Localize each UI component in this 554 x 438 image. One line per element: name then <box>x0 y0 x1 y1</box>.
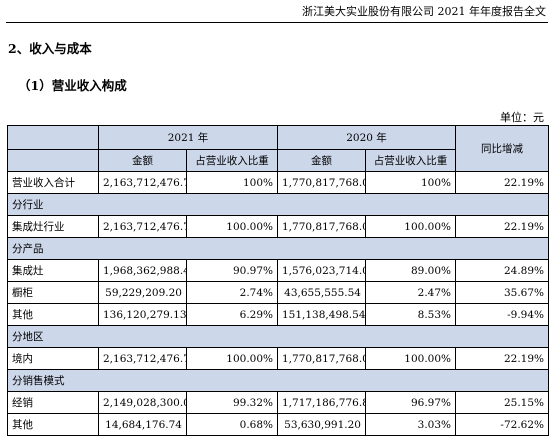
ratio-2020: 96.97% <box>365 391 456 414</box>
row-label: 集成灶 <box>7 259 99 282</box>
ratio-2020: 8.53% <box>365 303 456 326</box>
header-amount-2020: 金额 <box>277 149 366 172</box>
amount-2020: 43,655,555.54 <box>277 281 366 304</box>
table-row: 其他 14,684,176.74 0.68% 53,630,991.20 3.03% -7… <box>7 413 549 436</box>
ratio-2021: 6.29% <box>186 303 278 326</box>
row-label: 经销 <box>7 391 99 414</box>
amount-2020: 53,630,991.20 <box>277 413 366 436</box>
total-row: 营业收入合计 2,163,712,476.77 100% 1,770,817,7… <box>7 171 549 194</box>
yoy-change: 25.15% <box>455 391 549 414</box>
unit-label: 单位：元 <box>500 111 544 124</box>
yoy-change: -72.62% <box>455 413 549 436</box>
ratio-2021: 100.00% <box>186 347 278 370</box>
amount-2021: 14,684,176.74 <box>98 413 187 436</box>
row-label: 营业收入合计 <box>7 171 99 194</box>
table-row: 境内2,163,712,476.77100.00%1,770,817,768.0… <box>7 347 549 370</box>
category-label: 分行业 <box>7 193 549 216</box>
header-yoy: 同比增减 <box>455 125 549 172</box>
amount-2020: 1,717,186,776.89 <box>277 391 366 414</box>
table-body: 营业收入合计 2,163,712,476.77 100% 1,770,817,7… <box>7 171 549 436</box>
header-ratio-2020: 占营业收入比重 <box>365 149 456 172</box>
amount-2020: 151,138,498.54 <box>277 303 366 326</box>
amount-2021: 136,120,279.13 <box>98 303 187 326</box>
ratio-2021: 100.00% <box>186 215 278 238</box>
header-ratio-2021: 占营业收入比重 <box>186 149 278 172</box>
row-label: 其他 <box>7 413 99 436</box>
category-label: 分地区 <box>7 325 549 348</box>
ratio-2021: 100% <box>186 171 278 194</box>
yoy-change: -9.94% <box>455 303 549 326</box>
ratio-2020: 3.03% <box>365 413 456 436</box>
row-label: 境内 <box>7 347 99 370</box>
amount-2020: 1,576,023,714.01 <box>277 259 366 282</box>
category-label: 分产品 <box>7 237 549 260</box>
ratio-2020: 100.00% <box>365 347 456 370</box>
category-row: 分地区 <box>7 325 549 348</box>
yoy-change: 22.19% <box>455 215 549 238</box>
ratio-2021: 0.68% <box>186 413 278 436</box>
category-row: 分行业 <box>7 193 549 216</box>
header-amount-2021: 金额 <box>98 149 187 172</box>
row-label: 其他 <box>7 303 99 326</box>
amount-2020: 1,770,817,768.09 <box>277 215 366 238</box>
sub-title: （1）营业收入构成 <box>18 78 127 93</box>
ratio-2020: 100.00% <box>365 215 456 238</box>
header-year-2021: 2021 年 <box>98 125 278 150</box>
section-title: 2、收入与成本 <box>8 41 92 56</box>
header-blank-cell <box>7 125 99 150</box>
header-year-2020: 2020 年 <box>277 125 456 150</box>
yoy-change: 35.67% <box>455 281 549 304</box>
table-row: 经销2,149,028,300.0399.32%1,717,186,776.89… <box>7 391 549 414</box>
yoy-change: 24.89% <box>455 259 549 282</box>
header-row-columns: 金额 占营业收入比重 金额 占营业收入比重 <box>7 149 549 172</box>
category-row: 分产品 <box>7 237 549 260</box>
amount-2021: 2,163,712,476.77 <box>98 171 187 194</box>
ratio-2021: 2.74% <box>186 281 278 304</box>
amount-2021: 2,163,712,476.77 <box>98 347 187 370</box>
header-blank-cell <box>7 149 99 172</box>
table-row: 橱柜 59,229,209.20 2.74% 43,655,555.54 2.47% 35… <box>7 281 549 304</box>
yoy-change: 22.19% <box>455 347 549 370</box>
amount-2020: 1,770,817,768.09 <box>277 347 366 370</box>
ratio-2021: 90.97% <box>186 259 278 282</box>
table-row: 其他 136,120,279.13 6.29% 151,138,498.54 8.53%… <box>7 303 549 326</box>
amount-2021: 59,229,209.20 <box>98 281 187 304</box>
header-row-years: 2021 年 2020 年 同比增减 <box>7 125 549 172</box>
amount-2021: 1,968,362,988.44 <box>98 259 187 282</box>
category-row: 分销售模式 <box>7 369 549 392</box>
table-row: 集成灶1,968,362,988.4490.97%1,576,023,714.0… <box>7 259 549 282</box>
amount-2021: 2,163,712,476.77 <box>98 215 187 238</box>
header-rule <box>6 22 548 23</box>
amount-2020: 1,770,817,768.09 <box>277 171 366 194</box>
yoy-change: 22.19% <box>455 171 549 194</box>
ratio-2021: 99.32% <box>186 391 278 414</box>
row-label: 橱柜 <box>7 281 99 304</box>
ratio-2020: 89.00% <box>365 259 456 282</box>
report-header-title: 浙江美大实业股份有限公司 2021 年年度报告全文 <box>302 5 546 18</box>
table-row: 集成灶行业2,163,712,476.77100.00%1,770,817,76… <box>7 215 549 238</box>
ratio-2020: 100% <box>365 171 456 194</box>
revenue-composition-table: 2021 年 2020 年 同比增减 金额 占营业收入比重 金额 占营业收入比重… <box>7 125 549 436</box>
category-label: 分销售模式 <box>7 369 549 392</box>
amount-2021: 2,149,028,300.03 <box>98 391 187 414</box>
row-label: 集成灶行业 <box>7 215 99 238</box>
ratio-2020: 2.47% <box>365 281 456 304</box>
